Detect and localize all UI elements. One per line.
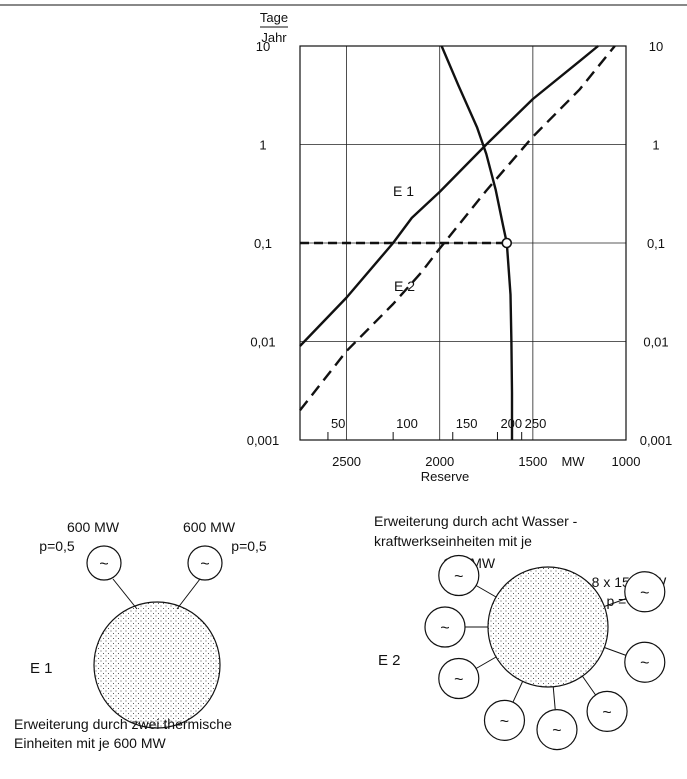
e2-connector [604, 647, 627, 656]
y-tick-label-left: 1 [259, 138, 266, 153]
e2-connector [552, 686, 556, 710]
series-reserve-curve [440, 45, 514, 440]
e2-connector [604, 598, 627, 607]
series-layer [299, 45, 616, 440]
diagram-e1: ~ ~ 600 MW p=0,5 600 MW p=0,5 E 1 Erweit… [14, 519, 267, 751]
y-tick-label-right: 1 [652, 138, 659, 153]
e1-caption-line2: Einheiten mit je 600 MW [14, 735, 167, 751]
e1-generator-right-symbol: ~ [200, 556, 209, 573]
reserve-chart: 2500 2000 1500 1000 10 10 1 1 0,1 0,1 0,01 0,01 0,00… [247, 10, 673, 484]
x-tick-label: 1500 [518, 454, 547, 469]
e2-generator [424, 606, 466, 648]
x-tick-label: 2500 [332, 454, 361, 469]
y-tick-label-left: 0,1 [254, 236, 272, 251]
e2-label: E 2 [378, 652, 401, 669]
y-axis-label-top: Tage [260, 10, 288, 25]
y-tick-label-left: 0,01 [250, 335, 275, 350]
e1-generator-left [86, 545, 122, 581]
e1-generator-right [187, 545, 223, 581]
e2-generator-symbol: ~ [640, 655, 649, 672]
e2-connector [475, 585, 497, 598]
e2-generator-symbol: ~ [552, 723, 561, 740]
e2-grid-circle [487, 566, 609, 688]
e2-generator [438, 554, 480, 597]
series-e1 [299, 45, 599, 347]
y-tick-label-right: 10 [649, 39, 663, 54]
e1-right-power: 600 MW [183, 519, 236, 535]
e1-connector-left [112, 578, 138, 610]
y-tick-label-right: 0,001 [640, 433, 673, 448]
e2-generator-symbol: ~ [500, 713, 509, 730]
e1-right-probability: p=0,5 [231, 538, 267, 554]
e2-generator [624, 571, 666, 613]
y-tick-label-right: 0,1 [647, 236, 665, 251]
x-axis-unit: MW [561, 454, 585, 469]
e2-generator [438, 657, 480, 700]
secondary-x-tick-label: 150 [456, 416, 478, 431]
series-label-e2: E 2 [394, 278, 415, 294]
e2-generator-symbol: ~ [454, 672, 463, 689]
y-tick-label-left: 10 [256, 39, 270, 54]
e2-generator-symbol: ~ [640, 585, 649, 602]
e2-generator [624, 641, 666, 683]
e2-generator-symbol: ~ [440, 620, 449, 637]
y-axis-label-bottom: Jahr [261, 30, 287, 45]
x-tick-label: 2000 [425, 454, 454, 469]
e1-generator-left-symbol: ~ [99, 556, 108, 573]
e1-grid-circle [93, 601, 221, 729]
e2-generator-symbol: ~ [454, 569, 463, 586]
series-e2 [299, 45, 616, 412]
x-axis-label: Reserve [421, 469, 469, 484]
e2-generator [483, 699, 526, 741]
secondary-x-tick-label: 50 [331, 416, 345, 431]
e2-title-line1: Erweiterung durch acht Wasser - [374, 513, 578, 529]
x-tick-label: 1000 [612, 454, 641, 469]
diagram-e2: Erweiterung durch acht Wasser - kraftwer… [374, 513, 667, 751]
e1-connector-right [176, 578, 201, 610]
e2-generator [586, 690, 628, 732]
e2-connector [512, 681, 524, 703]
e2-generator-symbol: ~ [602, 704, 611, 721]
tick-labels: 2500 2000 1500 1000 10 10 1 1 0,1 0,1 0,01 0,01 0,00… [247, 39, 673, 469]
e2-connector [475, 656, 497, 669]
series-label-e1: E 1 [393, 183, 414, 199]
e1-left-power: 600 MW [67, 519, 120, 535]
e1-label: E 1 [30, 660, 53, 677]
e2-title-line2: kraftwerkseinheiten mit je [374, 533, 532, 549]
secondary-x-tick-label: 100 [396, 416, 418, 431]
y-tick-label-left: 0,001 [247, 433, 280, 448]
e2-generator [536, 709, 578, 751]
e1-caption-line1: Erweiterung durch zwei thermische [14, 716, 232, 732]
y-tick-label-right: 0,01 [643, 335, 668, 350]
intersection-marker [501, 237, 513, 249]
e2-connector [582, 675, 597, 696]
secondary-x-tick-label: 250 [525, 416, 547, 431]
e2-units: ~ ~ ~ ~ ~ ~ ~ ~ [424, 554, 666, 751]
e1-left-probability: p=0,5 [39, 538, 75, 554]
secondary-x-tick-label: 200 [500, 416, 522, 431]
